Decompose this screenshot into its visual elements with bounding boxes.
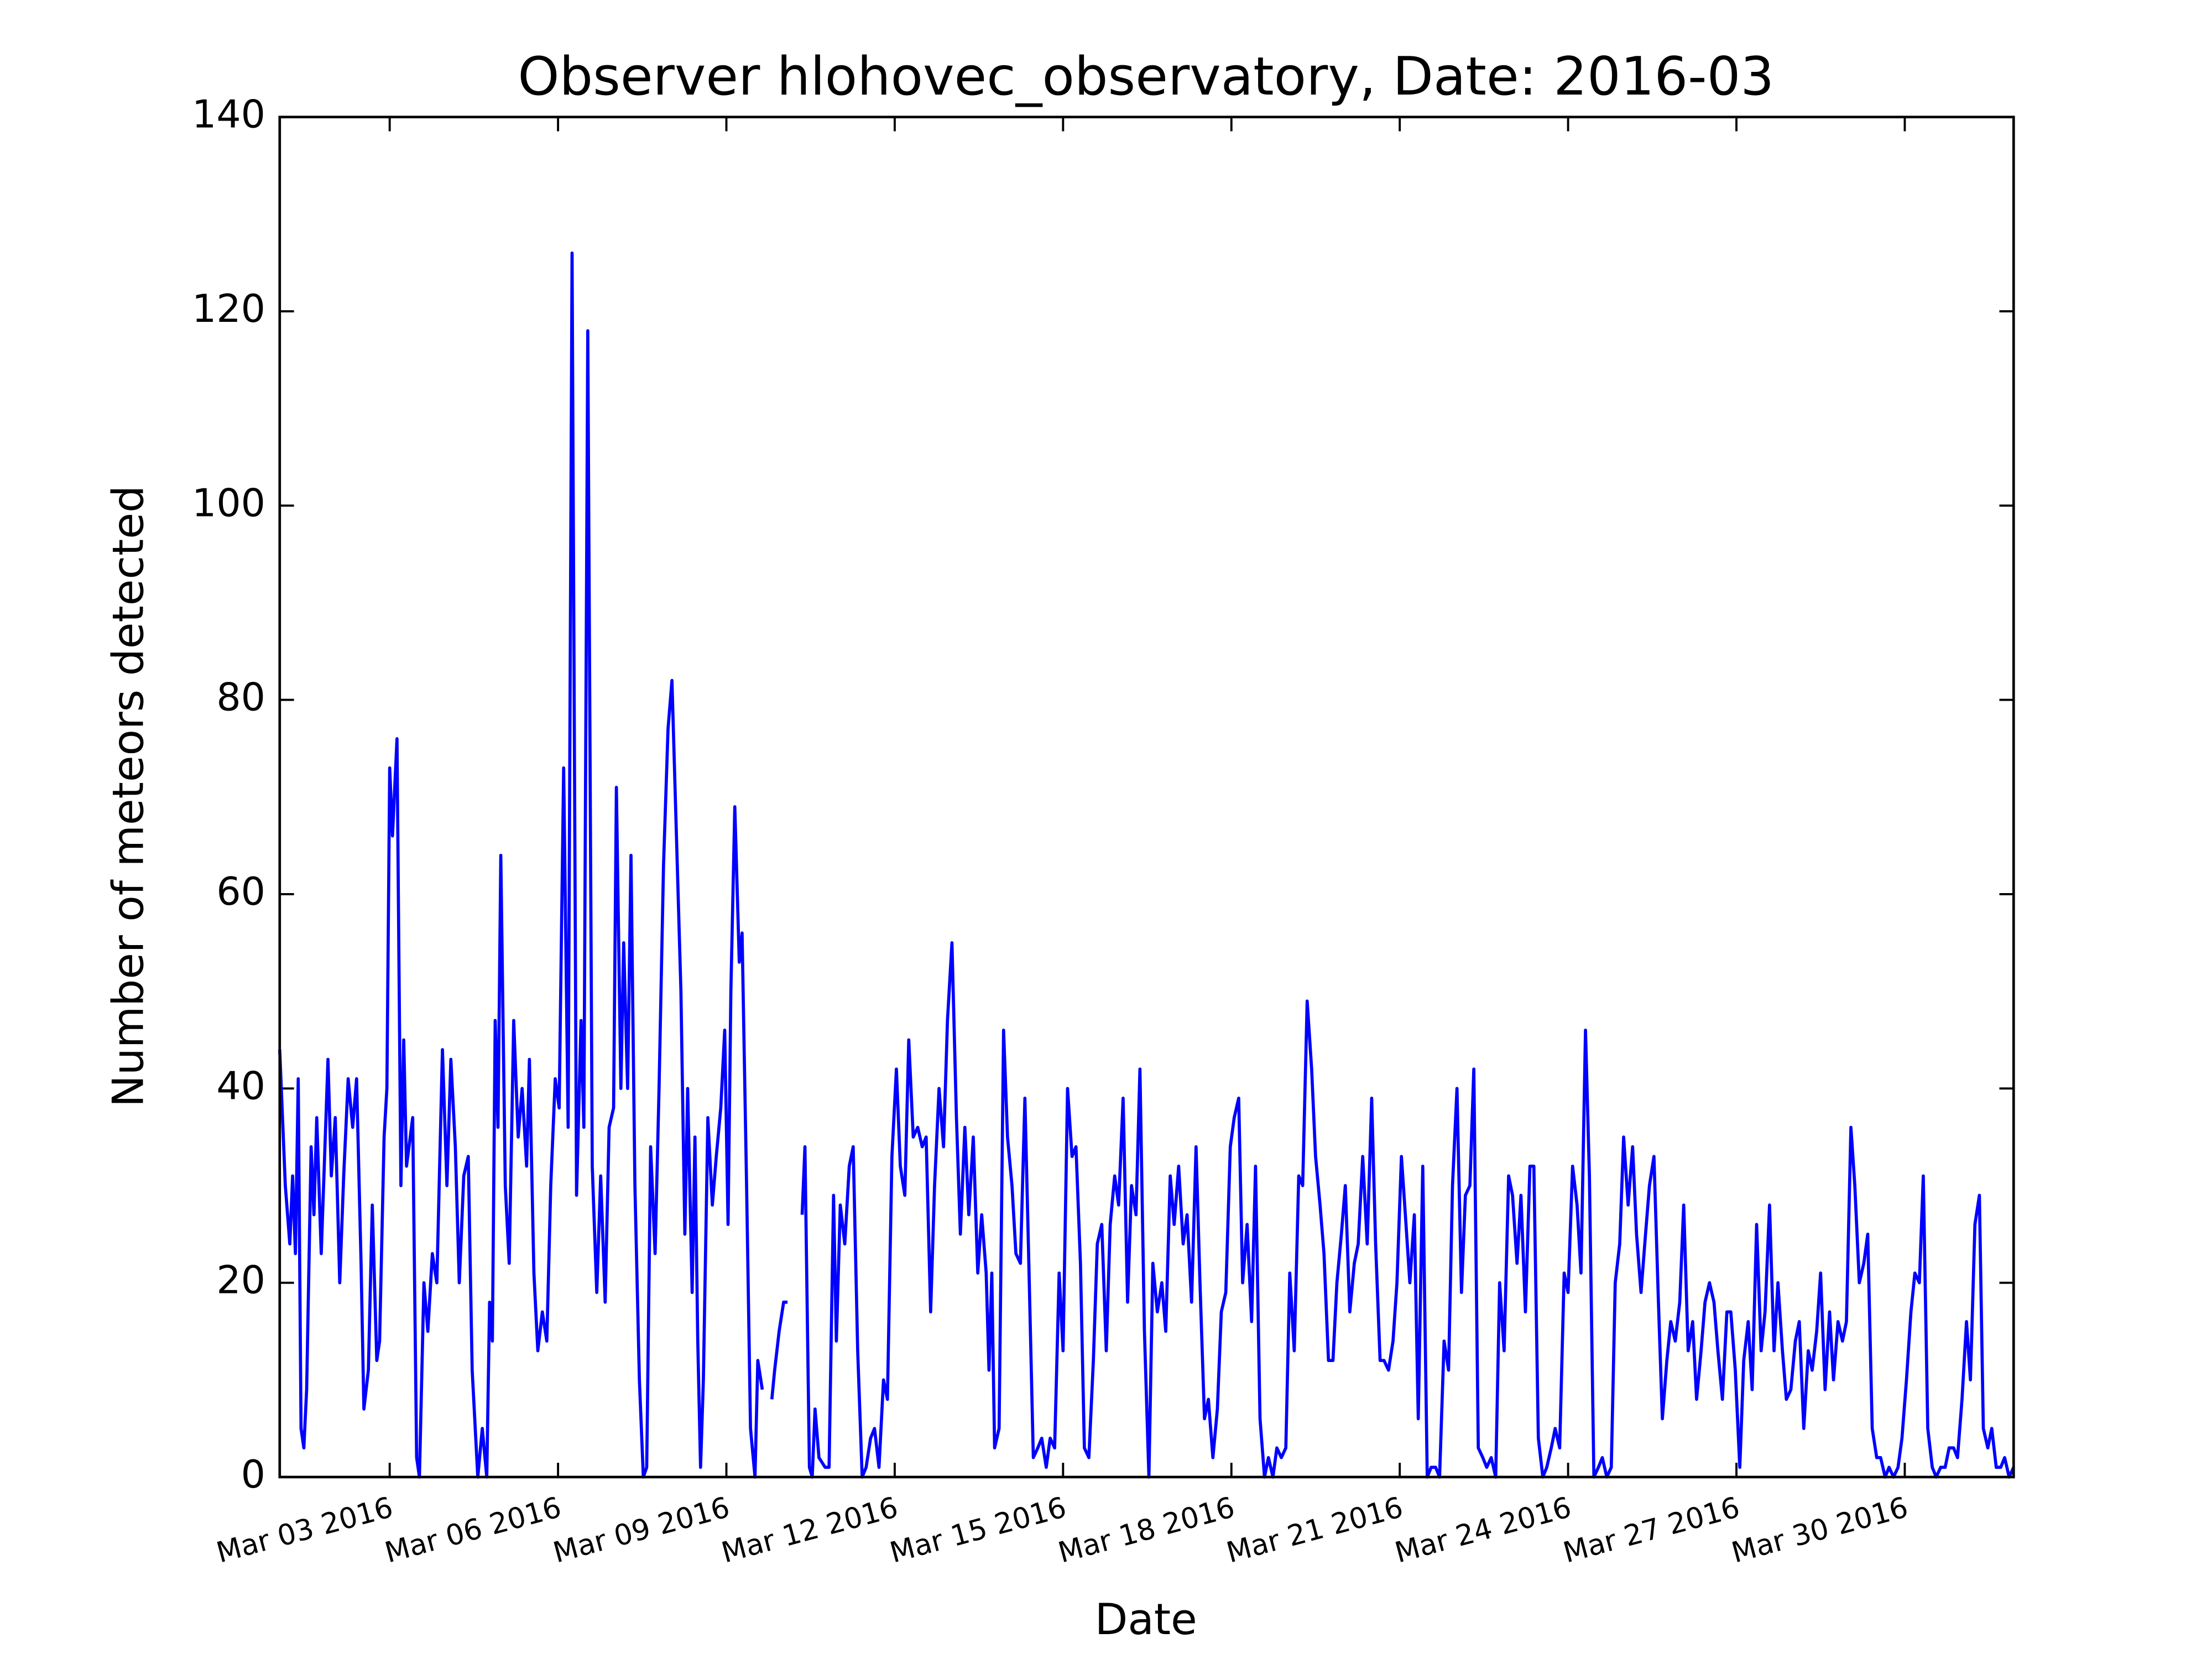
x-axis-label: Date [1095, 1595, 1197, 1645]
y-tick-label: 20 [216, 1258, 265, 1303]
y-tick-label: 40 [216, 1063, 265, 1108]
y-tick-label: 60 [216, 869, 265, 914]
y-tick-label: 0 [241, 1452, 265, 1497]
data-line [278, 251, 2015, 1479]
y-axis-label: Number of meteors detected [103, 486, 153, 1107]
chart-title: Observer hlohovec_observatory, Date: 201… [518, 45, 1774, 107]
y-tick-label: 120 [192, 286, 265, 331]
y-tick-label: 80 [216, 675, 265, 720]
plot-frame [278, 116, 2015, 1479]
y-tick-label: 100 [192, 481, 265, 525]
y-tick-label: 140 [192, 92, 265, 137]
